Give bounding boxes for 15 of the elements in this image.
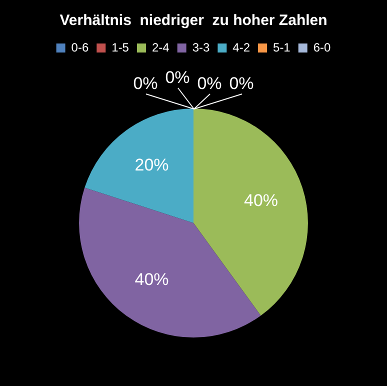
legend-label: 4-2 <box>232 40 250 54</box>
text: 0% <box>165 68 190 88</box>
legend-label: 5-1 <box>273 40 291 54</box>
text: 0% <box>229 74 254 94</box>
text: 0% <box>197 74 222 94</box>
chart-title: Verhältnis niedriger zu hoher Zahlen <box>60 12 328 30</box>
data-label: 20% <box>134 155 169 174</box>
text: 0% <box>133 74 158 94</box>
legend-label: 1-5 <box>112 40 130 54</box>
data-label: 40% <box>244 190 278 210</box>
legend-label: 0-6 <box>71 40 89 54</box>
legend-label: 2-4 <box>152 40 170 54</box>
legend-label: 6-0 <box>313 40 332 54</box>
legend-label: 3-3 <box>192 40 210 54</box>
data-label: 40% <box>134 270 169 290</box>
